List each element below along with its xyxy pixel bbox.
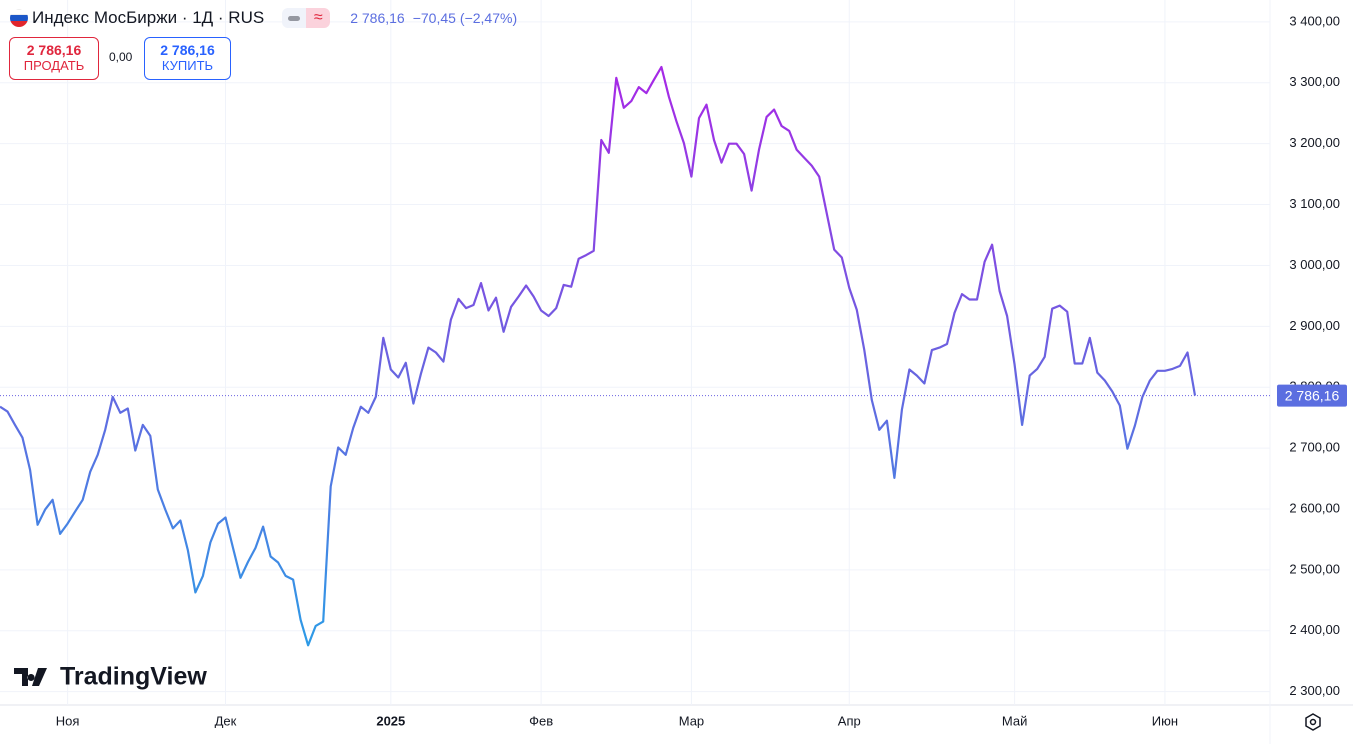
y-tick-label: 3 100,00: [1289, 196, 1340, 211]
y-tick-label: 3 000,00: [1289, 257, 1340, 272]
y-tick-label: 2 400,00: [1289, 622, 1340, 637]
y-tick-label: 2 700,00: [1289, 440, 1340, 455]
sell-button[interactable]: 2 786,16 ПРОДАТЬ: [9, 37, 99, 80]
y-tick-label: 2 900,00: [1289, 318, 1340, 333]
settings-icon: [1305, 713, 1321, 731]
brand-text: TradingView: [60, 663, 207, 691]
y-tick-label: 2 300,00: [1289, 683, 1340, 698]
quote-price: 2 786,16: [350, 10, 405, 26]
y-tick-label: 3 300,00: [1289, 74, 1340, 89]
y-tick-label: 2 600,00: [1289, 500, 1340, 515]
x-tick-label: Мар: [679, 713, 704, 728]
buy-price: 2 786,16: [160, 42, 215, 58]
x-tick-label: 2025: [376, 713, 405, 728]
x-tick-label: Май: [1002, 713, 1027, 728]
x-tick-label: Дек: [215, 713, 237, 728]
spread: 0,00: [109, 50, 133, 64]
flag-icon: [10, 9, 28, 27]
y-tick-label: 3 400,00: [1289, 13, 1340, 28]
x-tick-label: Июн: [1152, 713, 1178, 728]
x-tick-label: Фев: [529, 713, 553, 728]
x-tick-label: Апр: [838, 713, 861, 728]
x-tick-label: Ноя: [56, 713, 80, 728]
sell-price: 2 786,16: [26, 42, 82, 58]
last-price-tag: [1277, 384, 1347, 407]
buy-button[interactable]: 2 786,16 КУПИТЬ: [144, 37, 231, 80]
mode-toggle[interactable]: ≈: [282, 8, 331, 28]
last-price-label: 2 786,16: [1285, 387, 1340, 403]
quote-change-pct: (−2,47%): [459, 10, 518, 26]
y-tick-label: 2 500,00: [1289, 561, 1340, 576]
quote-change: −70,45: [412, 10, 456, 26]
price-line: [0, 65, 1197, 647]
brand-icon: [14, 668, 47, 686]
y-tick-label: 3 200,00: [1289, 135, 1340, 150]
chart-title: Индекс МосБиржи · 1Д · RUS: [32, 8, 265, 27]
sell-label: ПРОДАТЬ: [23, 58, 85, 73]
brand: TradingView: [14, 663, 207, 691]
buy-label: КУПИТЬ: [161, 58, 214, 73]
header: Индекс МосБиржи · 1Д · RUS ≈ 2 786,16 −7…: [10, 8, 517, 28]
